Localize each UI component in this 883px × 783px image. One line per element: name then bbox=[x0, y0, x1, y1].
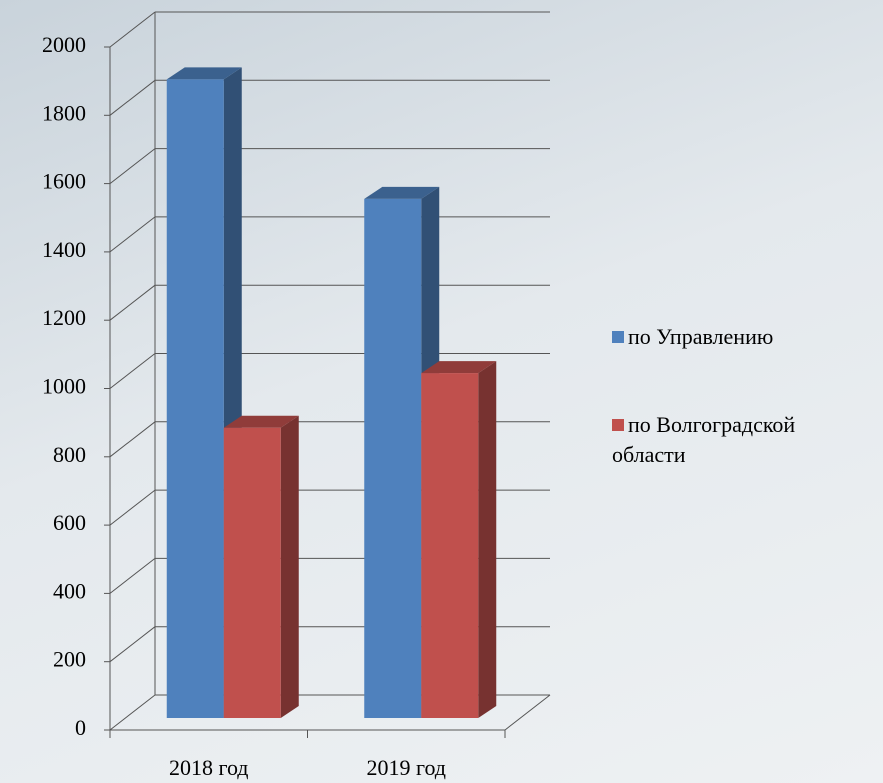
bar bbox=[421, 373, 479, 718]
legend-item: по Управлению bbox=[612, 322, 872, 352]
x-tick-label: 2019 год bbox=[366, 755, 446, 780]
bar bbox=[364, 198, 422, 719]
legend-label: по Волгоградской области bbox=[612, 412, 796, 467]
y-tick-label: 1800 bbox=[42, 100, 86, 125]
legend-swatch bbox=[612, 331, 624, 343]
y-tick-label: 2000 bbox=[42, 32, 86, 57]
y-tick-label: 1200 bbox=[42, 305, 86, 330]
bar-top bbox=[364, 186, 440, 199]
bar-top bbox=[421, 361, 497, 374]
y-tick-label: 200 bbox=[53, 647, 86, 672]
bar bbox=[223, 427, 281, 718]
y-tick-label: 1400 bbox=[42, 237, 86, 262]
y-tick-label: 1600 bbox=[42, 169, 86, 194]
grid-line bbox=[109, 11, 156, 48]
bar-side bbox=[280, 415, 299, 718]
bar-top bbox=[166, 67, 242, 80]
y-tick-label: 400 bbox=[53, 578, 86, 603]
legend-swatch bbox=[612, 419, 624, 431]
x-tick-label: 2018 год bbox=[169, 755, 249, 780]
grid-line bbox=[109, 148, 156, 184]
legend-label: по Управлению bbox=[628, 324, 774, 349]
grid-line bbox=[109, 421, 156, 458]
y-tick-label: 800 bbox=[53, 442, 86, 467]
grid-line bbox=[109, 216, 156, 253]
grid-line bbox=[109, 694, 156, 731]
bar bbox=[166, 79, 224, 718]
grid-line bbox=[109, 79, 156, 116]
grid-line bbox=[109, 558, 156, 594]
y-tick-label: 600 bbox=[53, 510, 86, 535]
bar-top bbox=[223, 415, 299, 428]
bar-side bbox=[478, 361, 497, 718]
grid-line bbox=[109, 353, 156, 389]
floor-edge bbox=[504, 694, 551, 731]
y-tick-label: 1000 bbox=[42, 374, 86, 399]
grid-line bbox=[109, 489, 156, 526]
y-tick-label: 0 bbox=[75, 715, 86, 740]
grid-line bbox=[109, 284, 156, 321]
grid-line bbox=[109, 626, 156, 663]
legend-item: по Волгоградской области bbox=[612, 410, 872, 470]
